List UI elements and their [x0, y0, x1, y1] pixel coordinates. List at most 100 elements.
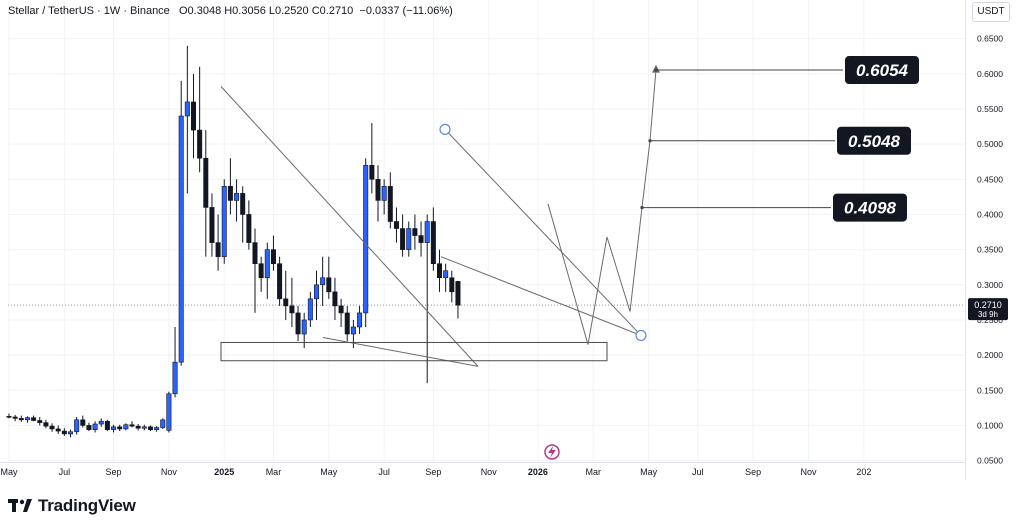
candle-body — [344, 312, 350, 335]
candle-body — [295, 312, 301, 335]
candle-body — [37, 420, 43, 423]
symbol-title: Stellar / TetherUS · 1W · Binance — [8, 5, 170, 17]
candle-body — [313, 284, 319, 300]
candle-body — [240, 193, 246, 215]
candle-body — [264, 249, 270, 279]
candle-body — [184, 101, 190, 117]
candle-body — [307, 298, 313, 321]
candle-body — [357, 312, 363, 328]
candle-body — [424, 221, 430, 243]
candle-body — [203, 157, 209, 208]
x-tick-label: Jul — [692, 467, 704, 477]
target-label-box — [845, 56, 919, 85]
candle-body — [172, 361, 178, 395]
candle-body — [92, 423, 98, 430]
candle-body — [111, 426, 117, 430]
candle-body — [455, 281, 461, 306]
candle-body — [86, 425, 92, 430]
falling-wedge-upper-line — [220, 86, 479, 367]
ohlc-values: O0.3048 H0.3056 L0.2520 C0.2710 — [178, 5, 354, 17]
candle-body — [61, 430, 67, 435]
candle-body — [12, 416, 18, 419]
target-anchor-dot — [640, 205, 644, 210]
tradingview-logo-icon — [8, 499, 32, 512]
candle-body — [104, 420, 110, 430]
lightning-bolt-icon — [548, 446, 556, 458]
x-tick-label: Sep — [425, 467, 441, 477]
candle-body — [338, 305, 344, 314]
y-tick-label: 0.5500 — [977, 104, 1003, 114]
target-anchor-dot — [654, 68, 658, 72]
target-anchor-dot — [648, 139, 652, 143]
support-zone-box — [220, 341, 608, 362]
trendline-anchor-circle — [635, 329, 647, 342]
target-label-box — [833, 193, 907, 222]
y-tick-label: 0.6000 — [977, 69, 1003, 79]
candle-body — [350, 326, 356, 335]
candle-body — [234, 193, 240, 201]
candle-body — [443, 270, 449, 279]
candle-body — [191, 101, 197, 131]
candle-body — [24, 417, 30, 421]
x-tick-label: May — [640, 467, 658, 477]
projected-price-path — [547, 69, 657, 345]
candle-body — [227, 186, 233, 201]
x-tick-label: 2025 — [214, 467, 234, 477]
candle-body — [400, 228, 406, 250]
candle-body — [135, 425, 141, 429]
candle-body — [129, 424, 135, 427]
x-tick-label: Nov — [481, 467, 498, 477]
candle-body — [98, 420, 104, 425]
target-label-text: 0.6054 — [856, 61, 909, 80]
candle-body — [252, 242, 258, 264]
candle-body — [246, 214, 252, 243]
y-tick-label: 0.4000 — [977, 209, 1003, 219]
candle-body — [258, 263, 264, 279]
candle-body — [393, 221, 399, 229]
candle-body — [43, 422, 49, 427]
candle-body — [80, 419, 86, 426]
currency-unit-button[interactable]: USDT — [972, 2, 1010, 22]
candle-body — [6, 415, 12, 418]
candle-body — [418, 235, 424, 243]
candle-body — [449, 277, 455, 293]
y-tick-label: 0.0500 — [977, 456, 1003, 466]
candle-body — [147, 426, 153, 430]
candle-body — [283, 298, 289, 307]
candle-body — [117, 426, 123, 430]
candle-body — [221, 186, 227, 257]
trendline-anchor-circle — [439, 123, 451, 135]
candle-body — [332, 291, 338, 307]
y-tick-label: 0.3500 — [977, 245, 1003, 255]
x-tick-label: May — [320, 467, 338, 477]
candle-body — [18, 418, 24, 421]
x-tick-label: Sep — [106, 467, 122, 477]
x-tick-label: Mar — [586, 467, 602, 477]
x-tick-label: 2026 — [528, 467, 548, 477]
candle-body — [49, 425, 55, 430]
candle-body — [326, 277, 332, 293]
x-tick-label: Jul — [59, 467, 71, 477]
candle-body — [320, 277, 326, 286]
second-wedge-lower-line — [440, 256, 642, 336]
candle-body — [412, 228, 418, 236]
candle-body — [277, 263, 283, 300]
candle-body — [375, 179, 381, 201]
x-tick-label: May — [0, 467, 18, 477]
last-price-tag-value: 0.2710 — [974, 300, 1002, 310]
x-tick-label: Mar — [266, 467, 282, 477]
target-label-box — [837, 126, 911, 155]
y-tick-label: 0.2000 — [977, 350, 1003, 360]
candle-body — [301, 319, 307, 335]
candle-body — [369, 164, 375, 180]
candle-body — [197, 129, 203, 159]
x-tick-label: Sep — [745, 467, 761, 477]
candle-body — [430, 221, 436, 264]
candle-body — [406, 228, 412, 250]
price-change: −0.0337 (−11.06%) — [359, 5, 453, 17]
target-label-text: 0.4098 — [844, 199, 897, 218]
candle-body — [209, 207, 215, 243]
y-tick-label: 0.3000 — [977, 280, 1003, 290]
branding-footer: TradingView — [8, 492, 136, 520]
